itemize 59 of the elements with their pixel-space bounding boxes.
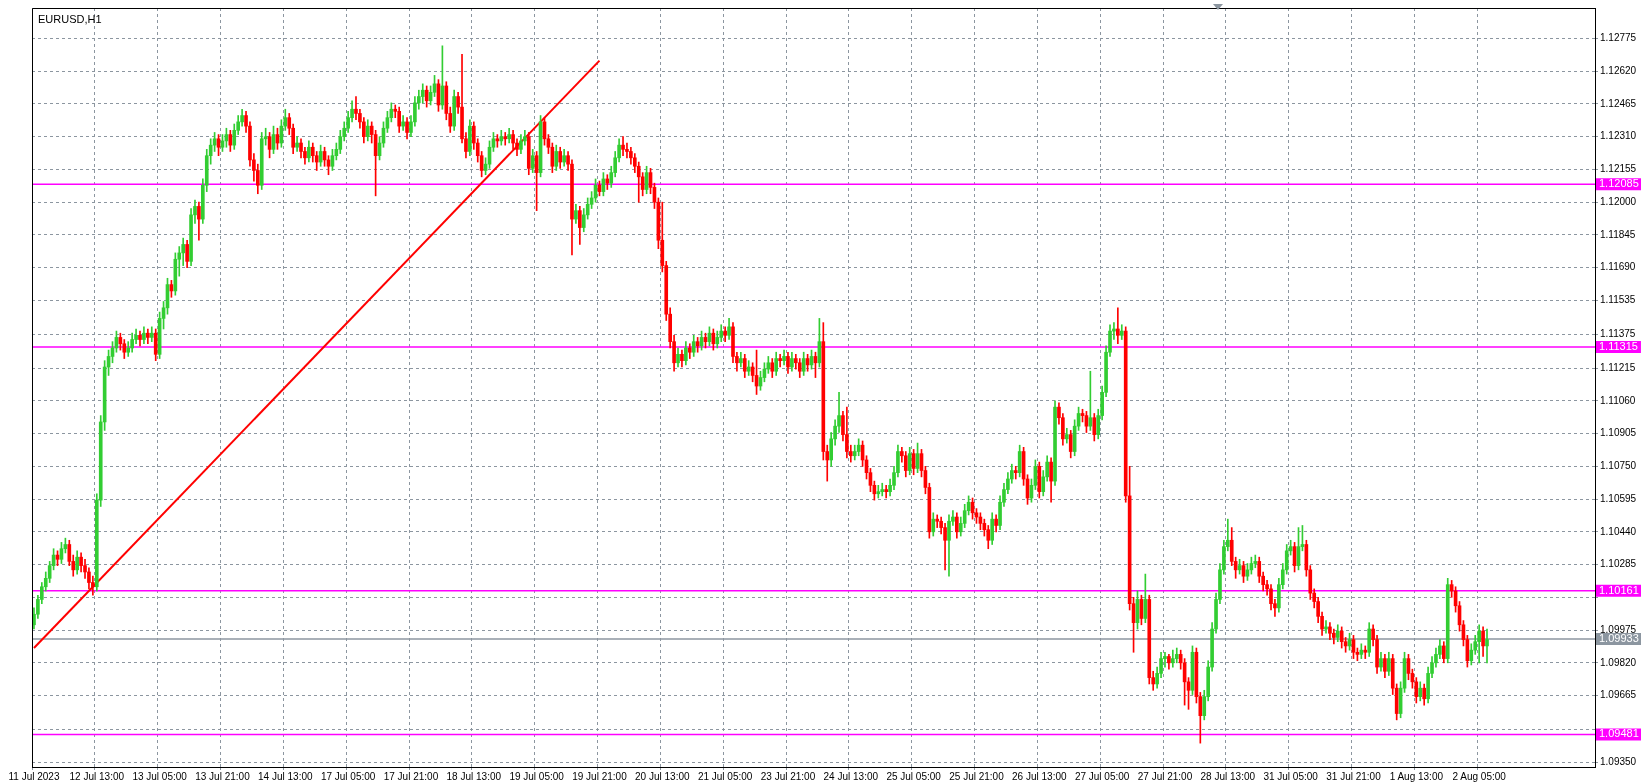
x-tick-label: 1 Aug 13:00 [1389,770,1444,782]
ref-line-label: 1.09481 [1599,727,1639,740]
x-tick-label: 24 Jul 13:00 [823,770,879,782]
y-tick-label: 1.10285 [1600,558,1637,570]
ref-line-label: 1.11315 [1599,339,1638,352]
y-tick-label: 1.11535 [1600,294,1636,306]
y-tick-label: 1.10905 [1600,427,1637,439]
y-tick-label: 1.11845 [1600,228,1636,240]
x-tick-label: 11 Jul 2023 [8,770,60,782]
x-tick-label: 13 Jul 05:00 [132,770,188,782]
y-tick-label: 1.10440 [1600,525,1637,537]
y-tick-label: 1.12155 [1600,163,1637,175]
candlestick [1013,465,1018,480]
x-tick-label: 28 Jul 13:00 [1200,770,1256,782]
candlestick [880,482,885,497]
y-tick-label: 1.09665 [1600,689,1637,701]
y-tick-label: 1.09820 [1600,656,1637,668]
y-tick-label: 1.12620 [1600,64,1637,76]
ref-line-label: 1.10161 [1599,583,1639,596]
y-tick-label: 1.10750 [1600,460,1637,472]
x-tick-label: 17 Jul 21:00 [383,770,439,782]
y-tick-label: 1.11690 [1600,261,1636,273]
candlestick [1363,645,1368,659]
x-tick-label: 23 Jul 21:00 [760,770,816,782]
x-tick-label: 31 Jul 05:00 [1263,770,1319,782]
candlestick [778,354,782,368]
y-tick-label: 1.09350 [1600,755,1637,767]
y-tick-label: 1.12000 [1600,195,1637,207]
candlestick [503,132,508,146]
x-tick-label: 20 Jul 13:00 [635,770,690,782]
x-tick-label: 2 Aug 05:00 [1452,770,1507,782]
x-tick-label: 19 Jul 05:00 [509,770,565,782]
candlestick [621,136,625,157]
y-tick-label: 1.11215 [1600,361,1636,373]
x-tick-label: 25 Jul 21:00 [949,770,1005,782]
x-tick-label: 13 Jul 21:00 [195,770,251,782]
ref-line-label: 1.12085 [1599,177,1639,190]
x-tick-label: 31 Jul 21:00 [1326,770,1382,782]
x-tick-label: 27 Jul 21:00 [1137,770,1193,782]
candlestick [1485,628,1489,664]
x-tick-label: 27 Jul 05:00 [1074,770,1130,782]
x-tick-label: 14 Jul 13:00 [258,770,313,782]
y-tick-label: 1.12465 [1600,97,1637,109]
y-tick-label: 1.10595 [1600,492,1637,504]
x-tick-label: 25 Jul 05:00 [886,770,942,782]
text: EURUSD,H1 [38,13,102,26]
y-tick-label: 1.12775 [1600,32,1637,44]
x-tick-label: 21 Jul 05:00 [697,770,753,782]
y-tick-label: 1.11060 [1600,394,1636,406]
x-tick-label: 19 Jul 21:00 [572,770,628,782]
x-tick-label: 26 Jul 13:00 [1012,770,1067,782]
candlestick [876,485,881,499]
x-tick-label: 18 Jul 13:00 [446,770,502,782]
candlestick [884,485,888,499]
y-tick-label: 1.11375 [1600,328,1636,339]
x-tick-label: 12 Jul 13:00 [69,770,125,782]
y-tick-label: 1.12310 [1600,130,1637,142]
x-tick-label: 17 Jul 05:00 [320,770,376,782]
candlestick [1116,307,1120,345]
